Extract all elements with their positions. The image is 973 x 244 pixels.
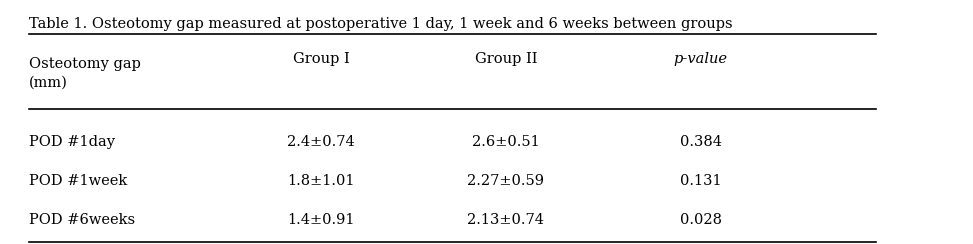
Text: Group I: Group I [293, 51, 349, 66]
Text: POD #6weeks: POD #6weeks [29, 213, 135, 227]
Text: 0.384: 0.384 [679, 134, 722, 149]
Text: 0.131: 0.131 [680, 173, 721, 188]
Text: 1.4±0.91: 1.4±0.91 [287, 213, 355, 227]
Text: 1.8±1.01: 1.8±1.01 [287, 173, 355, 188]
Text: 2.6±0.51: 2.6±0.51 [472, 134, 540, 149]
Text: 2.27±0.59: 2.27±0.59 [467, 173, 545, 188]
Text: POD #1week: POD #1week [29, 173, 127, 188]
Text: POD #1day: POD #1day [29, 134, 115, 149]
Text: 2.13±0.74: 2.13±0.74 [467, 213, 545, 227]
Text: Group II: Group II [475, 51, 537, 66]
Text: 0.028: 0.028 [679, 213, 722, 227]
Text: 2.4±0.74: 2.4±0.74 [287, 134, 355, 149]
Text: Osteotomy gap
(mm): Osteotomy gap (mm) [29, 57, 141, 89]
Text: p-value: p-value [673, 51, 728, 66]
Text: Table 1. Osteotomy gap measured at postoperative 1 day, 1 week and 6 weeks betwe: Table 1. Osteotomy gap measured at posto… [29, 17, 733, 31]
